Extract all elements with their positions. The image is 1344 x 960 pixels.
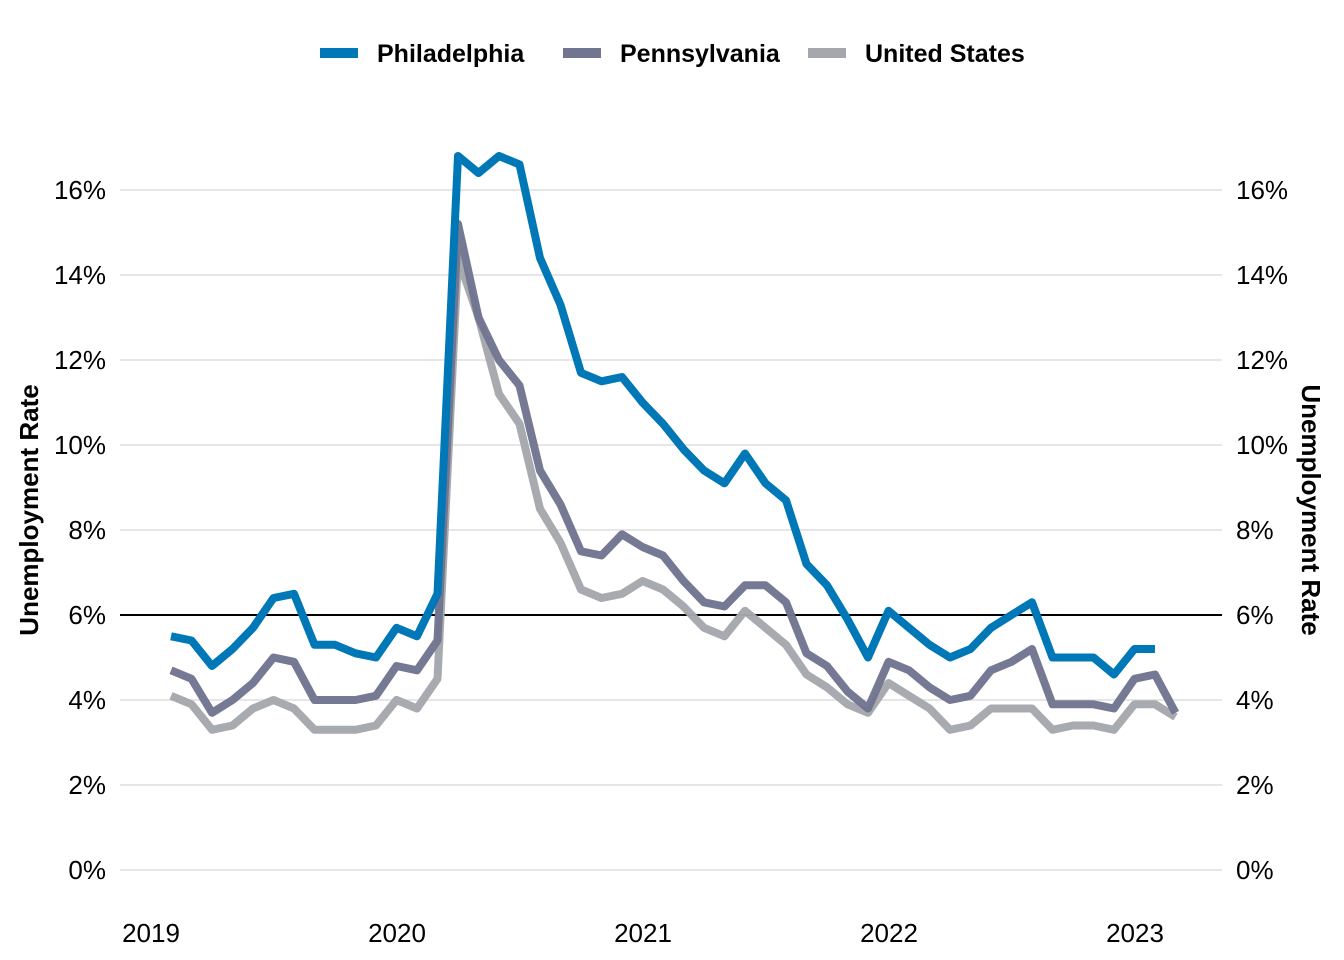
x-tick-2022: 2022 [860, 918, 918, 948]
y-tick-right-6: 6% [1236, 600, 1274, 630]
y-axis-right-title: Unemployment Rate [1296, 384, 1326, 635]
y-tick-right-8: 8% [1236, 515, 1274, 545]
legend-item-united-states: United States [808, 40, 1025, 68]
series-line-philadelphia [170, 152, 1155, 679]
y-tick-left-2: 2% [68, 770, 106, 800]
y-tick-right-2: 2% [1236, 770, 1274, 800]
x-tick-2021: 2021 [614, 918, 672, 948]
y-tick-left-14: 14% [54, 260, 106, 290]
legend: Philadelphia Pennsylvania United States [320, 40, 1025, 68]
y-axis-right-ticks: 0% 2% 4% 6% 8% 10% 12% 14% 16% [1236, 175, 1288, 885]
y-tick-left-6: 6% [68, 600, 106, 630]
y-tick-right-16: 16% [1236, 175, 1288, 205]
legend-label-pennsylvania: Pennsylvania [620, 40, 781, 68]
legend-item-philadelphia: Philadelphia [320, 40, 525, 68]
y-tick-left-0: 0% [68, 855, 106, 885]
legend-swatch-pennsylvania [563, 48, 601, 58]
y-tick-left-4: 4% [68, 685, 106, 715]
y-tick-left-12: 12% [54, 345, 106, 375]
y-tick-right-10: 10% [1236, 430, 1288, 460]
y-axis-left-ticks: 0% 2% 4% 6% 8% 10% 12% 14% 16% [54, 175, 106, 885]
y-tick-right-4: 4% [1236, 685, 1274, 715]
y-tick-right-12: 12% [1236, 345, 1288, 375]
x-tick-2023: 2023 [1106, 918, 1164, 948]
legend-swatch-philadelphia [320, 48, 358, 58]
y-tick-left-16: 16% [54, 175, 106, 205]
legend-label-united-states: United States [865, 40, 1025, 68]
series-lines [169, 152, 1180, 734]
series-line-pennsylvania [169, 220, 1180, 717]
y-tick-left-8: 8% [68, 515, 106, 545]
legend-item-pennsylvania: Pennsylvania [563, 40, 781, 68]
legend-swatch-united-states [808, 48, 846, 58]
y-tick-left-10: 10% [54, 430, 106, 460]
y-tick-right-14: 14% [1236, 260, 1288, 290]
x-tick-2019: 2019 [122, 918, 180, 948]
y-axis-left-title: Unemployment Rate [14, 384, 44, 635]
gridlines [120, 189, 1222, 871]
legend-label-philadelphia: Philadelphia [377, 40, 525, 68]
x-axis-ticks: 2019 2020 2021 2022 2023 [122, 918, 1164, 948]
series-line-united-states [169, 254, 1178, 734]
x-tick-2020: 2020 [368, 918, 426, 948]
y-tick-right-0: 0% [1236, 855, 1274, 885]
